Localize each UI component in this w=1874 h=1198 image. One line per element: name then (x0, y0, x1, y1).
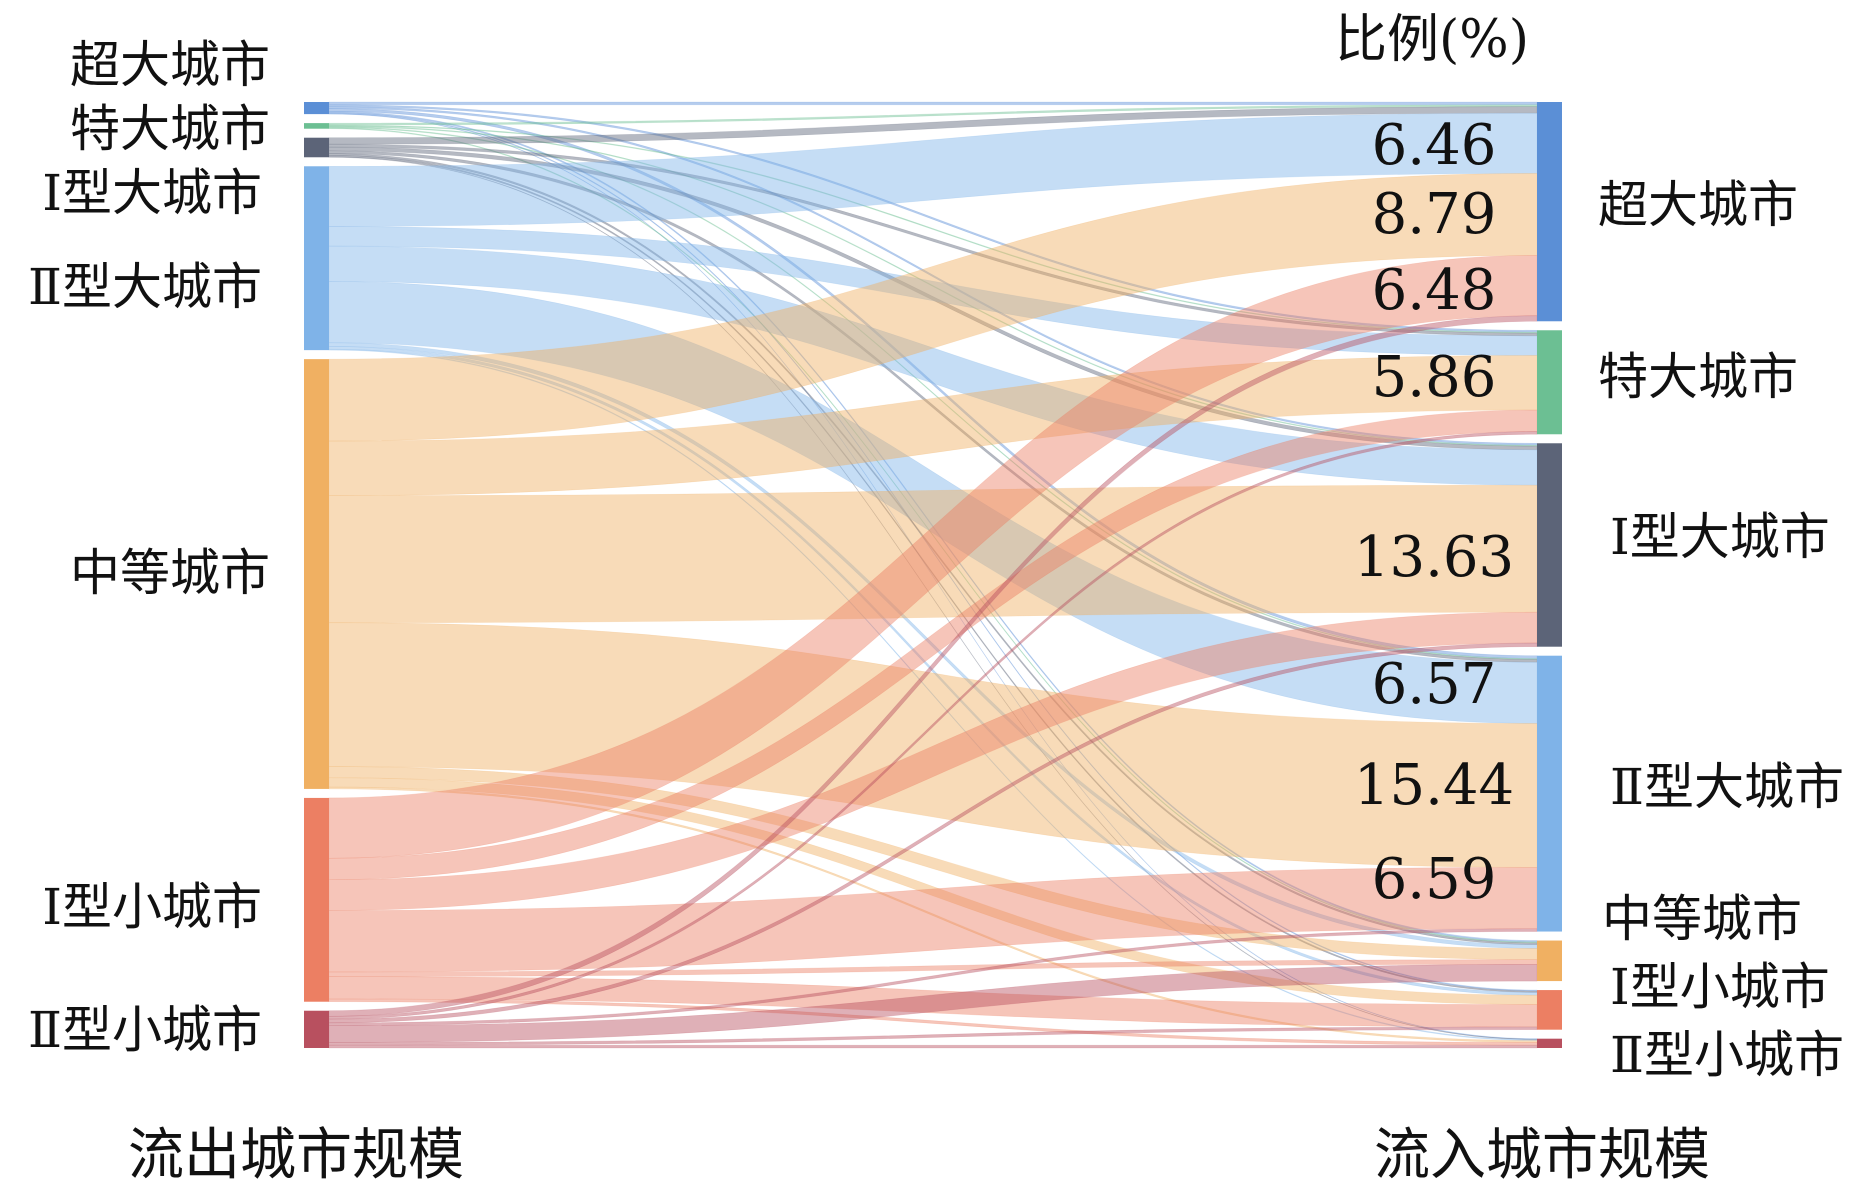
source-label-type1-large-city: Ⅰ型大城市 (42, 164, 262, 222)
source-label-type1-small-city: Ⅰ型小城市 (42, 878, 262, 936)
target-label-type1-large-city: Ⅰ型大城市 (1610, 508, 1830, 566)
flow-link (328, 1044, 1538, 1049)
flow-link (328, 431, 1538, 1020)
target-label-super-city: 超大城市 (1598, 176, 1798, 234)
target-node-bar (1537, 102, 1562, 322)
flow-value-label: 6.57 (1371, 652, 1497, 717)
flow-value-label: 15.44 (1353, 753, 1515, 818)
source-node-bar (304, 123, 329, 129)
target-axis-title: 流入城市规模 (1374, 1123, 1710, 1188)
source-axis-title: 流出城市规模 (128, 1123, 464, 1188)
source-label-super-city: 超大城市 (70, 36, 270, 94)
source-node-bar (304, 166, 329, 351)
target-label-medium-city: 中等城市 (1602, 890, 1802, 948)
source-label-medium-city: 中等城市 (70, 544, 270, 602)
flow-value-label: 6.46 (1371, 113, 1497, 178)
flow-value-label: 6.59 (1371, 847, 1497, 912)
ratio-header: 比例(%) (1335, 10, 1529, 70)
source-node-bar (304, 359, 329, 789)
source-node-bar (304, 137, 329, 158)
source-node-bar (304, 797, 329, 1002)
source-label-type2-large-city: Ⅱ型大城市 (28, 258, 262, 316)
target-label-mega-city: 特大城市 (1598, 348, 1798, 406)
target-node-bar (1537, 940, 1562, 982)
sankey-links (328, 101, 1538, 1049)
target-node-bar (1537, 443, 1562, 647)
target-node-bar (1537, 1038, 1562, 1048)
target-label-type2-large-city: Ⅱ型大城市 (1610, 758, 1844, 816)
target-node-bar (1537, 330, 1562, 435)
flow-link (328, 101, 1538, 106)
flow-value-label: 6.48 (1371, 258, 1497, 323)
target-node-bar (1537, 655, 1562, 932)
target-label-type1-small-city: Ⅰ型小城市 (1610, 958, 1830, 1016)
target-label-type2-small-city: Ⅱ型小城市 (1610, 1026, 1844, 1084)
source-label-type2-small-city: Ⅱ型小城市 (28, 1001, 262, 1059)
target-node-bar (1537, 990, 1562, 1030)
source-label-mega-city: 特大城市 (70, 100, 270, 158)
flow-value-label: 5.86 (1371, 345, 1497, 410)
flow-value-label: 8.79 (1371, 182, 1497, 247)
sankey-nodes (304, 102, 1562, 1048)
source-node-bar (304, 102, 329, 115)
source-node-bar (304, 1010, 329, 1048)
flow-value-label: 13.63 (1353, 525, 1515, 590)
